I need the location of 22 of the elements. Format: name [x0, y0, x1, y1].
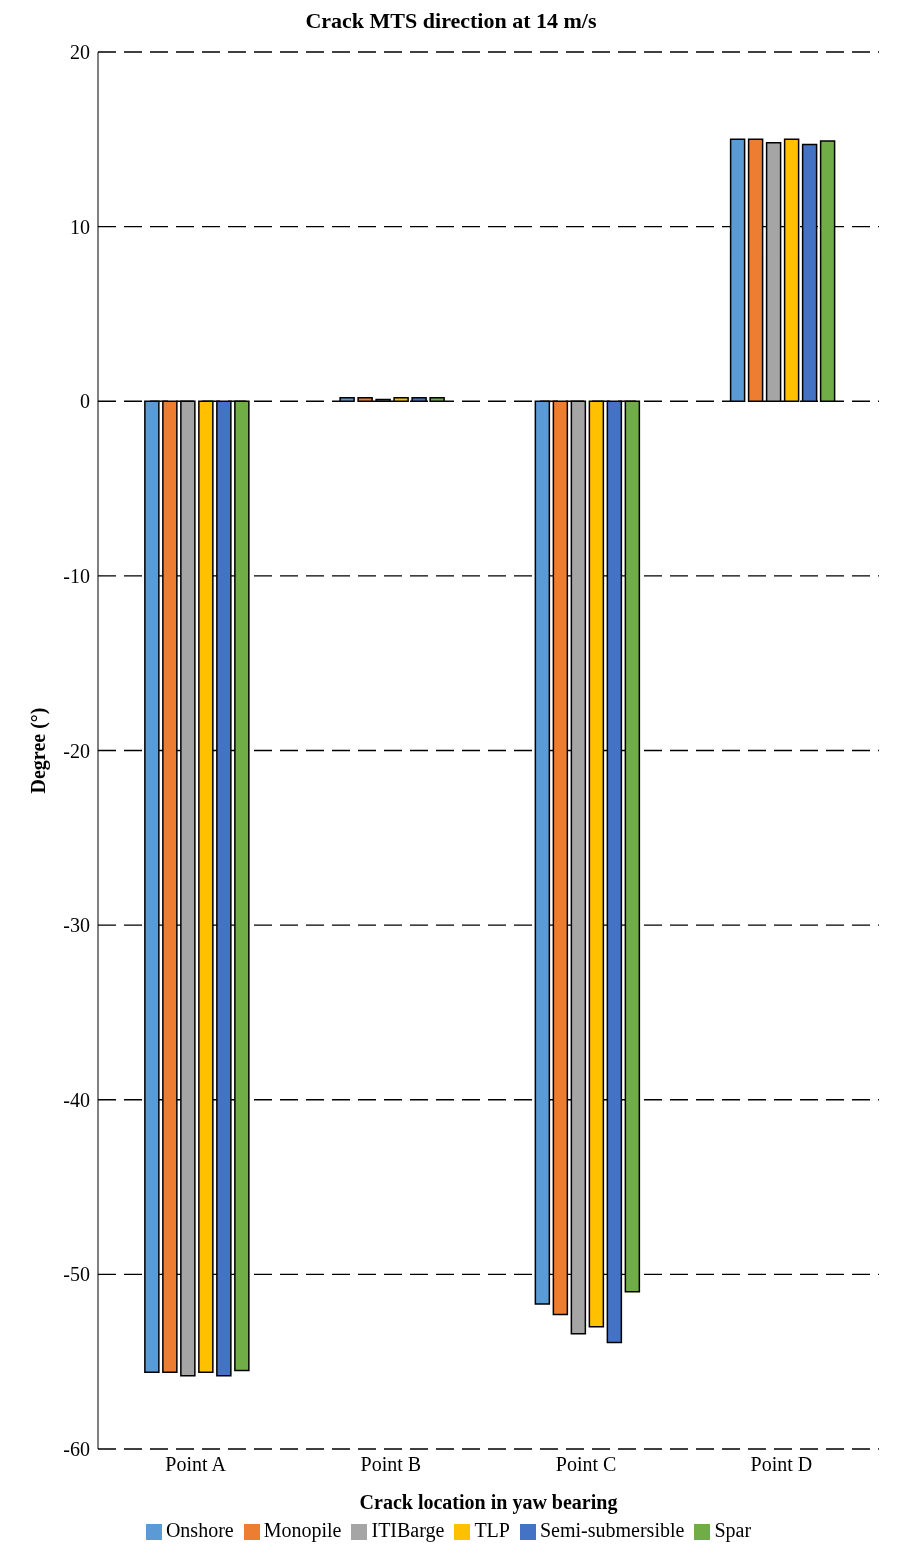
y-tick-label: -60 [63, 1438, 90, 1461]
legend-label: TLP [474, 1519, 510, 1541]
x-tick-label: Point A [165, 1453, 227, 1476]
y-tick-label: -40 [63, 1088, 90, 1111]
x-tick-label: Point C [555, 1453, 617, 1476]
y-tick-label: -10 [63, 564, 90, 587]
legend-label: Monopile [263, 1519, 342, 1541]
legend-label: Spar [714, 1519, 752, 1541]
y-tick-label: -50 [63, 1263, 90, 1286]
x-tick-label: Point B [360, 1453, 422, 1476]
chart-title: Crack MTS direction at 14 m/s [304, 8, 598, 34]
y-tick-label: 0 [80, 390, 90, 413]
y-tick-label: 10 [70, 215, 90, 238]
legend-label: Onshore [165, 1519, 234, 1541]
y-tick-label: 20 [70, 41, 90, 64]
legend-label: ITIBarge [371, 1519, 445, 1541]
y-tick-label: -20 [63, 739, 90, 762]
legend-label: Semi-submersible [539, 1519, 685, 1541]
y-axis-title: Degree (°) [27, 707, 51, 794]
y-tick-label: -30 [63, 914, 90, 937]
x-tick-label: Point D [750, 1453, 813, 1476]
x-axis-title: Crack location in yaw bearing [359, 1491, 618, 1514]
